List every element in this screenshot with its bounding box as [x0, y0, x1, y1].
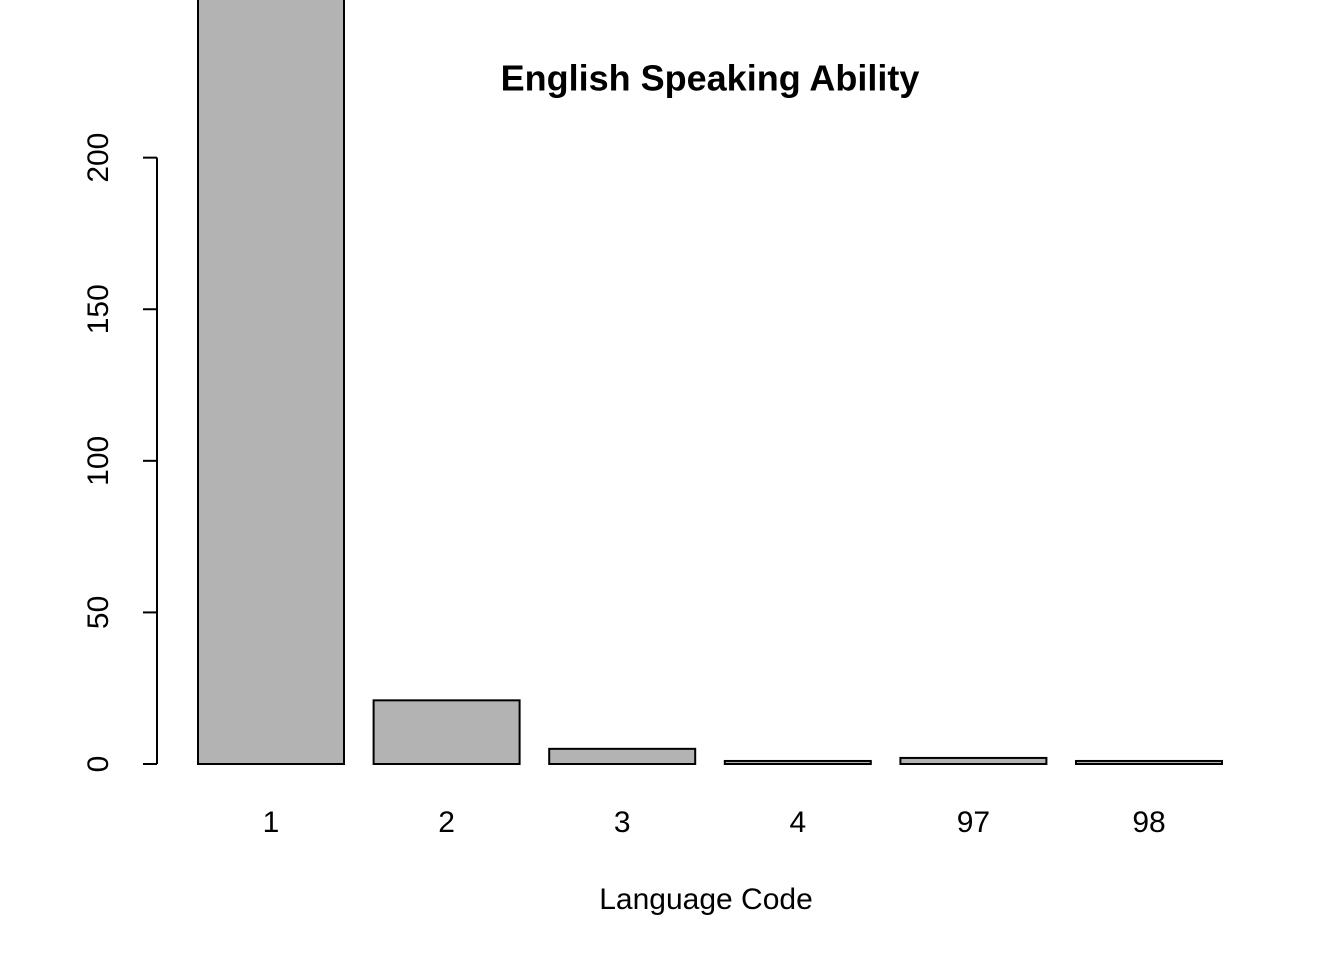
bar: [723, 759, 872, 766]
y-tick-label: 0: [82, 756, 115, 773]
x-tick-label: 97: [957, 806, 990, 839]
x-tick-label: 3: [614, 806, 631, 839]
bar: [1075, 759, 1223, 766]
y-tick-label: 100: [82, 436, 115, 486]
bar: [548, 747, 697, 765]
chart-title: English Speaking Ability: [501, 58, 920, 99]
y-tick-label: 50: [82, 596, 115, 629]
x-tick-label: 1: [263, 806, 280, 839]
x-tick-label: 98: [1132, 806, 1165, 839]
y-tick-label: 200: [82, 133, 115, 183]
bar: [372, 699, 521, 765]
bar: [197, 0, 345, 765]
y-tick-label: 150: [82, 284, 115, 334]
x-tick-label: 2: [438, 806, 455, 839]
x-axis-label: Language Code: [599, 883, 813, 916]
x-tick-label: 4: [789, 806, 806, 839]
bar: [899, 756, 1048, 766]
